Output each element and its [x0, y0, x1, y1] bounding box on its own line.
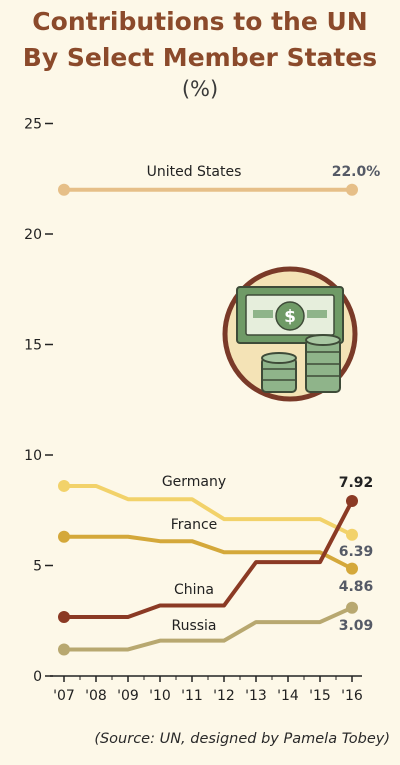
- end-value-united_states: 22.0%: [332, 164, 381, 180]
- data-point-russia: [346, 601, 358, 614]
- data-point-china: [346, 494, 358, 507]
- x-tick-label: '12: [213, 688, 235, 704]
- x-tick-label: '10: [149, 688, 171, 704]
- y-axis: 0 5 10 15 20 25: [24, 117, 53, 685]
- series-line-russia: [64, 605, 353, 652]
- chart-unit: (%): [181, 77, 219, 101]
- x-tick-label: '14: [277, 688, 299, 704]
- series-line-china: [64, 500, 354, 619]
- chart-title-line1: Contributions to the UN: [32, 7, 368, 36]
- data-point-germany: [58, 479, 70, 492]
- x-tick-label: '11: [181, 688, 203, 704]
- end-value-russia: 3.09: [339, 618, 374, 634]
- end-value-germany: 6.39: [339, 544, 374, 560]
- y-tick-label: 20: [24, 227, 42, 243]
- x-tick-label: '15: [309, 688, 331, 704]
- x-axis: '07 '08 '09 '10 '11 '12 '13 '14 '15 '16: [50, 675, 363, 704]
- series-layer: United States 22.0% Germany 6.39 France 4.86 C…: [58, 164, 381, 656]
- data-point-united_states: [58, 183, 70, 196]
- chart-title-line2: By Select Member States: [22, 43, 378, 72]
- series-line-france: [64, 534, 353, 571]
- y-tick-label: 0: [33, 669, 42, 685]
- x-tick-label: '13: [245, 688, 267, 704]
- data-point-germany: [346, 528, 358, 541]
- series-name-germany: Germany: [162, 474, 226, 490]
- svg-text:$: $: [284, 307, 296, 327]
- x-tick-label: '16: [341, 688, 363, 704]
- x-tick-label: '08: [85, 688, 107, 704]
- y-tick-label: 25: [24, 117, 42, 133]
- data-point-russia: [58, 643, 70, 656]
- data-point-france: [346, 562, 358, 575]
- series-line-germany: [64, 483, 353, 537]
- series-name-russia: Russia: [171, 618, 216, 634]
- data-point-france: [58, 530, 70, 543]
- data-point-china: [58, 610, 70, 623]
- end-value-china: 7.92: [339, 475, 374, 491]
- money-stack-icon: $: [222, 266, 358, 402]
- x-tick-label: '07: [53, 688, 75, 704]
- y-tick-label: 10: [24, 448, 42, 464]
- data-point-united_states: [346, 183, 358, 196]
- y-tick-label: 5: [33, 559, 42, 575]
- x-tick-label: '09: [117, 688, 139, 704]
- source-note: (Source: UN, designed by Pamela Tobey): [94, 731, 390, 747]
- series-name-united_states: United States: [147, 164, 242, 180]
- series-name-china: China: [174, 582, 214, 598]
- series-name-france: France: [171, 517, 218, 533]
- end-value-france: 4.86: [339, 579, 374, 595]
- y-tick-label: 15: [24, 338, 42, 354]
